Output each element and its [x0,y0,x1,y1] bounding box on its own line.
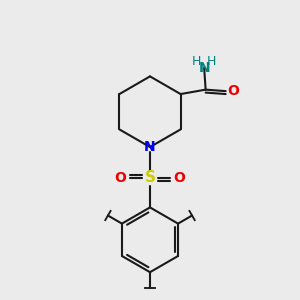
Text: H: H [192,55,202,68]
Text: N: N [144,140,156,154]
Text: N: N [198,61,210,75]
Text: O: O [227,84,239,98]
Text: H: H [207,55,216,68]
Text: O: O [173,171,185,185]
Text: S: S [145,170,155,185]
Text: O: O [115,171,127,185]
